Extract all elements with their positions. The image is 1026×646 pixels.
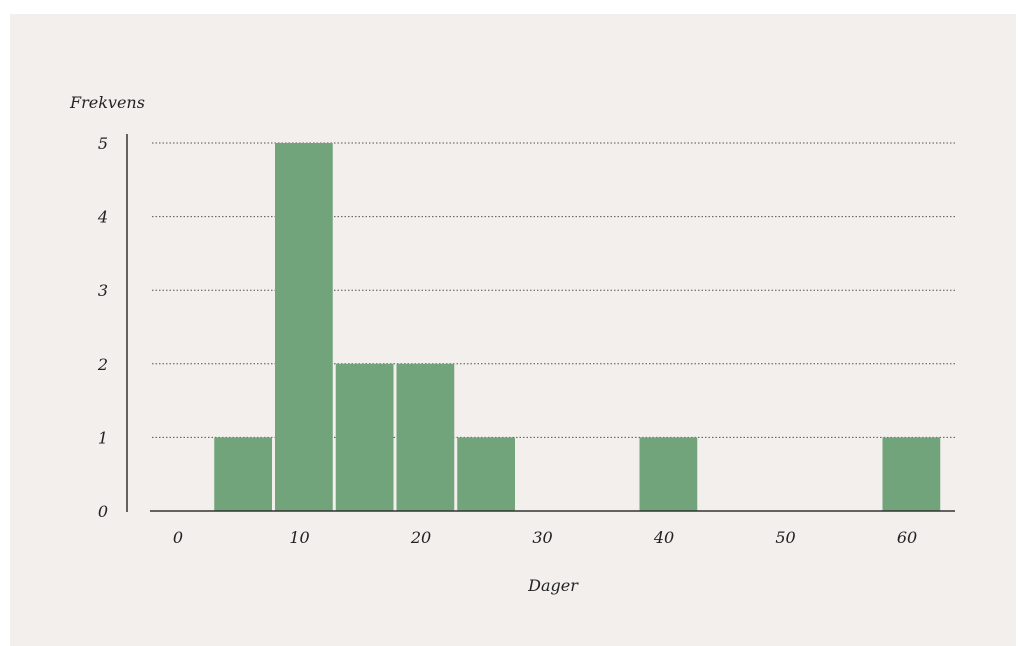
bars bbox=[214, 143, 941, 511]
bar-5-10 bbox=[214, 437, 272, 511]
bar-60-65 bbox=[882, 437, 941, 511]
y-axis-label: Frekvens bbox=[69, 93, 145, 112]
y-tick-label: 1 bbox=[98, 428, 108, 447]
gridlines bbox=[152, 142, 955, 438]
x-tick-label: 60 bbox=[897, 528, 917, 547]
x-tick-label: 50 bbox=[775, 528, 795, 547]
bar-20-25 bbox=[396, 363, 455, 511]
bar-15-20 bbox=[335, 363, 394, 511]
bar-40-45 bbox=[639, 437, 698, 511]
x-tick-label: 30 bbox=[532, 528, 552, 547]
y-tick-label: 3 bbox=[98, 281, 108, 300]
y-tick-labels: 0 1 2 3 4 5 bbox=[97, 134, 108, 521]
bar-25-30 bbox=[457, 437, 515, 511]
y-tick-label: 4 bbox=[97, 208, 108, 227]
y-tick-label: 5 bbox=[98, 134, 108, 153]
x-tick-label: 20 bbox=[410, 528, 431, 547]
x-tick-label: 40 bbox=[653, 528, 674, 547]
x-tick-labels: 0 10 20 30 40 50 60 bbox=[173, 528, 917, 547]
x-axis-label: Dager bbox=[527, 576, 579, 595]
x-tick-label: 10 bbox=[289, 528, 309, 547]
chart-panel bbox=[10, 14, 1016, 646]
y-tick-label: 2 bbox=[97, 355, 108, 374]
bar-10-15 bbox=[275, 143, 333, 511]
x-tick-label: 0 bbox=[173, 528, 183, 547]
y-tick-label: 0 bbox=[98, 502, 108, 521]
